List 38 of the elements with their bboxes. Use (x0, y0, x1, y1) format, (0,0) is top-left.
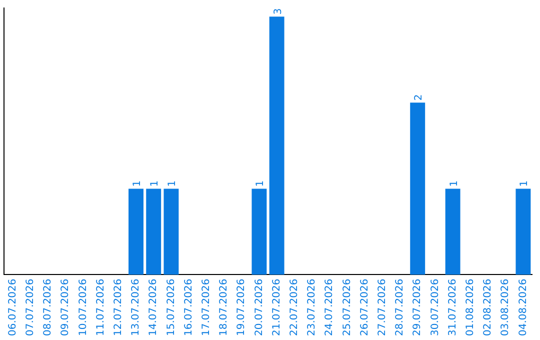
data-label: 1 (150, 180, 161, 187)
x-tick-label: 29.07.2026 (412, 278, 424, 336)
x-tick-label: 10.07.2026 (78, 278, 89, 336)
x-tick-label: 04.08.2026 (518, 278, 529, 336)
x-tick-label: 13.07.2026 (130, 278, 142, 336)
x-tick-label: 03.08.2026 (500, 278, 512, 336)
x-tick-label: 25.07.2026 (342, 278, 353, 336)
x-tick-label: 19.07.2026 (236, 278, 248, 336)
x-tick-label: 16.07.2026 (183, 278, 194, 336)
data-label: 1 (132, 180, 143, 187)
x-tick-label: 11.07.2026 (95, 278, 106, 336)
data-label: 1 (167, 180, 178, 187)
data-label: 1 (448, 180, 460, 187)
x-tick-label: 31.07.2026 (447, 278, 458, 336)
data-label: 3 (272, 8, 284, 15)
x-tick-label: 21.07.2026 (271, 278, 282, 336)
x-tick-label: 20.07.2026 (254, 278, 265, 336)
x-tick-label: 08.07.2026 (42, 278, 54, 336)
x-tick-label: 12.07.2026 (112, 278, 124, 336)
data-label: 2 (414, 94, 425, 101)
x-tick-label: 24.07.2026 (324, 278, 336, 336)
data-label: 1 (255, 180, 266, 187)
x-tick-label: 07.07.2026 (24, 278, 36, 336)
x-tick-label: 15.07.2026 (166, 278, 177, 336)
x-tick-label: 14.07.2026 (148, 278, 160, 336)
x-tick-label: 27.07.2026 (376, 278, 388, 336)
x-tick-label: 01.08.2026 (464, 278, 476, 336)
x-tick-label: 18.07.2026 (218, 278, 230, 336)
x-tick-label: 22.07.2026 (288, 278, 300, 336)
x-tick-label: 17.07.2026 (200, 278, 212, 336)
x-tick-label: 28.07.2026 (394, 278, 406, 336)
x-tick-label: 09.07.2026 (60, 278, 72, 336)
data-label: 1 (519, 180, 530, 187)
x-tick-label: 26.07.2026 (359, 278, 370, 336)
x-tick-label: 23.07.2026 (306, 278, 318, 336)
x-tick-label: 30.07.2026 (430, 278, 441, 336)
x-tick-label: 02.08.2026 (482, 278, 494, 336)
x-tick-label: 06.07.2026 (7, 278, 18, 336)
